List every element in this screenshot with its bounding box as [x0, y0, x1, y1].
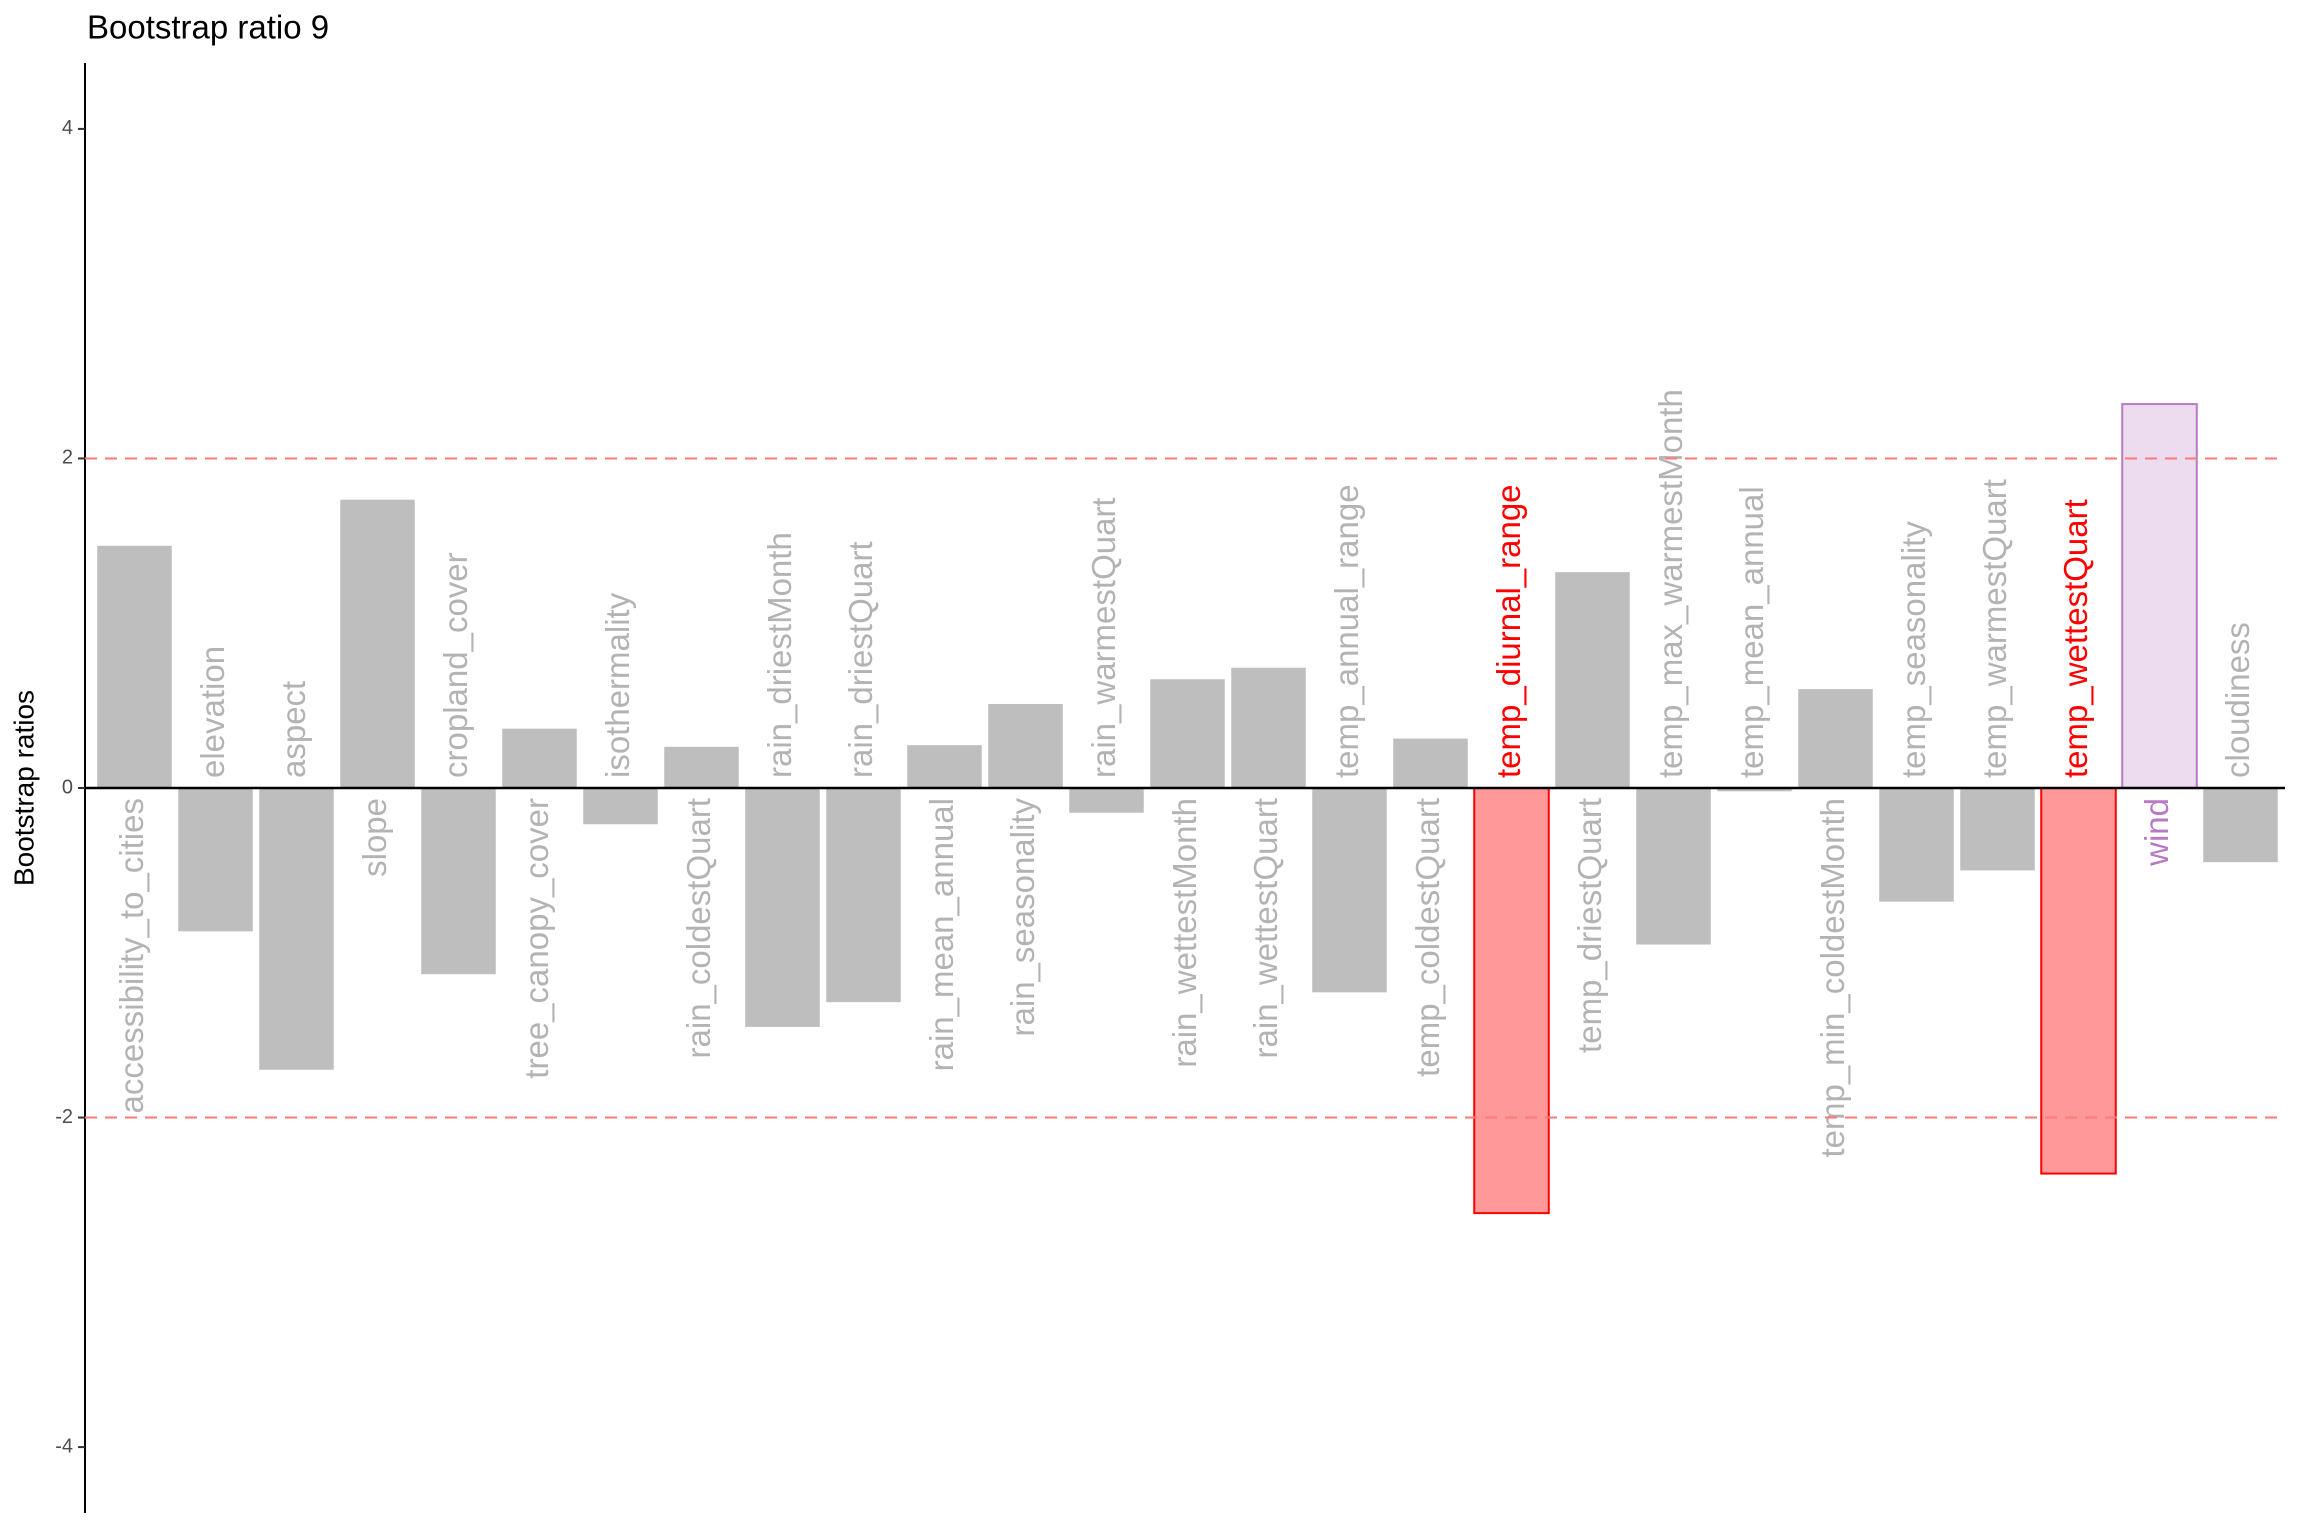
y-tick-label: -4	[55, 1435, 73, 1457]
bar-label: rain_driestMonth	[761, 532, 798, 778]
bar	[1231, 667, 1306, 788]
bar	[1312, 788, 1387, 993]
bar-label: temp_coldestQuart	[1409, 798, 1446, 1077]
bar	[2121, 403, 2198, 789]
bar-label: temp_min_coldestMonth	[1814, 798, 1851, 1158]
bar-label: rain_warmestQuart	[1085, 497, 1122, 778]
bar-label: wind	[2138, 798, 2175, 867]
bar-label: temp_annual_range	[1328, 484, 1365, 778]
bar	[97, 545, 172, 788]
bar	[1717, 788, 1792, 792]
chart-title: Bootstrap ratio 9	[87, 9, 329, 46]
bar-label: rain_wettestQuart	[1247, 798, 1284, 1058]
bar	[1473, 787, 1550, 1215]
bar-label: accessibility_to_cities	[113, 798, 150, 1113]
bar-label: rain_coldestQuart	[680, 798, 717, 1058]
bar	[664, 746, 739, 788]
bar	[1960, 788, 2035, 871]
bar-label: rain_wettestMonth	[1166, 798, 1203, 1068]
bar	[907, 745, 982, 788]
bar-label: aspect	[275, 681, 312, 778]
bar	[2203, 788, 2278, 863]
bar-label: rain_driestQuart	[842, 541, 879, 778]
bar	[583, 788, 658, 825]
y-tick-label: 4	[62, 117, 73, 139]
bar-label: slope	[356, 798, 393, 877]
bar-label: isothermality	[599, 592, 636, 778]
bar-label: temp_max_warmestMonth	[1652, 389, 1689, 778]
bar-label: temp_driestQuart	[1571, 798, 1608, 1053]
bar	[340, 499, 415, 788]
bar	[421, 788, 496, 975]
bar-label: rain_mean_annual	[923, 798, 960, 1071]
bar	[2040, 787, 2117, 1175]
bar	[1798, 689, 1873, 788]
bar	[1150, 679, 1225, 788]
bar-label: temp_mean_annual	[1733, 486, 1770, 778]
bar-label: temp_wettestQuart	[2057, 499, 2094, 778]
bar	[988, 703, 1063, 788]
bar-label: temp_seasonality	[1895, 521, 1932, 778]
bar	[1555, 572, 1630, 788]
bar-label: elevation	[194, 646, 231, 778]
bar-label: rain_seasonality	[1004, 798, 1041, 1037]
bar	[826, 788, 901, 1003]
bar	[745, 788, 820, 1027]
bar-label: tree_canopy_cover	[518, 798, 555, 1079]
bar	[1879, 788, 1954, 902]
bar	[259, 788, 334, 1070]
bar	[178, 788, 253, 932]
y-axis-title: Bootstrap ratios	[8, 690, 39, 886]
bar	[1069, 788, 1144, 813]
y-tick-label: 0	[62, 776, 73, 798]
y-tick-label: 2	[62, 447, 73, 469]
bar-label: cloudiness	[2219, 622, 2256, 778]
bar-label: cropland_cover	[437, 552, 474, 778]
bar-label: temp_warmestQuart	[1976, 479, 2013, 778]
bar-label: temp_diurnal_range	[1490, 484, 1527, 778]
y-tick-label: -2	[55, 1106, 73, 1128]
bar	[1393, 738, 1468, 788]
bar	[502, 728, 577, 788]
bar	[1636, 788, 1711, 945]
